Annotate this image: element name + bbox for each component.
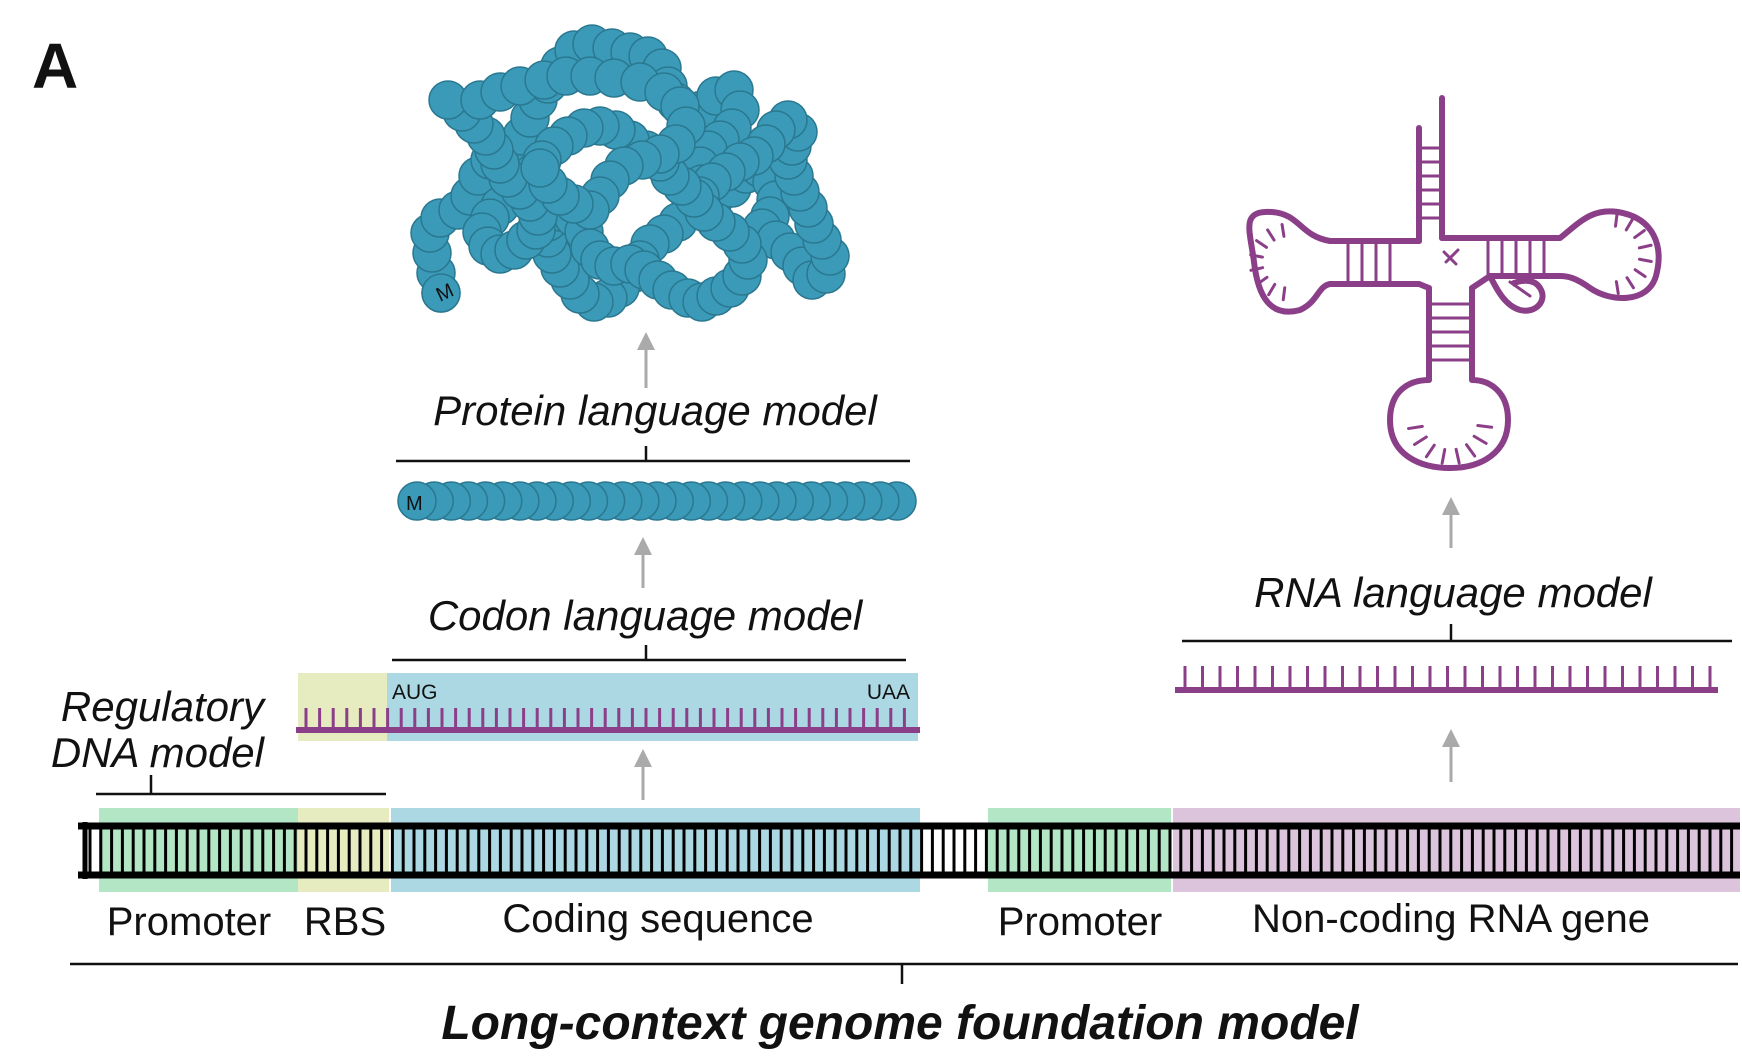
protein-model-bracket: [396, 446, 910, 463]
arrow-transcribe-coding: [634, 749, 652, 800]
regulatory-model-label-line2: DNA model: [51, 729, 266, 776]
ncrna-gene-label: Non-coding RNA gene: [1252, 897, 1650, 941]
promoter2-label: Promoter: [998, 900, 1163, 944]
genome-model-bracket: [70, 962, 1738, 984]
protein-model-label: Protein language model: [433, 387, 878, 434]
linear-protein-chain-icon: [397, 481, 917, 521]
codon-model-label: Codon language model: [428, 592, 864, 639]
stop-codon-label: UAA: [867, 681, 910, 704]
arrow-rna-fold: [1442, 497, 1460, 548]
regulatory-model-label-line1: Regulatory: [61, 683, 267, 730]
promoter2-highlight: [988, 808, 1171, 892]
rna-strand-icon: [1175, 666, 1718, 693]
regulatory-model-bracket: [96, 775, 386, 796]
mrna-strand-icon: [296, 708, 920, 733]
arrow-translate: [634, 537, 652, 588]
chain-residue-label: M: [406, 493, 423, 515]
arrow-fold: [637, 332, 655, 388]
rbs-label: RBS: [304, 900, 386, 944]
coding-sequence-label: Coding sequence: [502, 897, 813, 941]
rbs-highlight: [298, 808, 389, 892]
folded-protein-icon: [410, 24, 850, 322]
trna-structure-icon: [1246, 95, 1662, 471]
dna-double-helix-icon: [78, 822, 1740, 879]
codon-model-bracket: [392, 645, 906, 662]
promoter1-label: Promoter: [107, 900, 272, 944]
genome-model-label: Long-context genome foundation model: [441, 997, 1360, 1050]
panel-label: A: [32, 30, 78, 102]
coding-highlight: [391, 808, 920, 892]
rna-model-bracket: [1182, 624, 1732, 643]
start-codon-label: AUG: [392, 681, 438, 704]
arrow-transcribe-ncrna: [1442, 729, 1460, 782]
rna-model-label: RNA language model: [1254, 569, 1653, 616]
